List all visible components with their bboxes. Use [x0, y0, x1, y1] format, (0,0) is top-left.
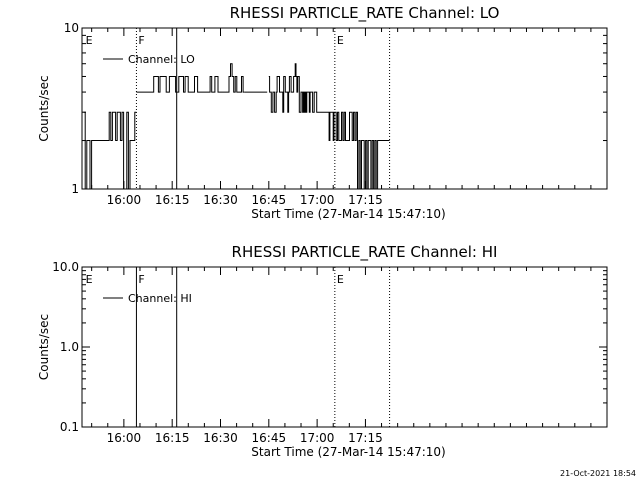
chart-title: RHESSI PARTICLE_RATE Channel: LO	[230, 4, 500, 23]
plot-frame	[81, 27, 608, 190]
event-marker-label: E	[86, 34, 93, 47]
y-axis-label: Counts/sec	[37, 314, 51, 380]
y-tick-label: 10	[64, 21, 79, 35]
x-tick-label: 17:15	[348, 193, 383, 207]
chart-title: RHESSI PARTICLE_RATE Channel: HI	[232, 243, 498, 262]
x-tick-label: 16:45	[252, 431, 287, 445]
plot-frame	[81, 266, 608, 428]
y-axis-label: Counts/sec	[37, 75, 51, 141]
x-tick-label: 16:15	[155, 431, 190, 445]
x-tick-label: 16:00	[107, 431, 142, 445]
legend-label: Channel: LO	[128, 53, 195, 66]
x-tick-label: 17:00	[300, 431, 335, 445]
series-line	[83, 111, 137, 190]
x-axis-label: Start Time (27-Mar-14 15:47:10)	[251, 207, 445, 221]
event-marker-label: E	[337, 273, 344, 286]
legend-label: Channel: HI	[128, 292, 192, 305]
x-tick-label: 17:15	[348, 431, 383, 445]
x-tick-label: 16:30	[203, 431, 238, 445]
x-tick-label: 17:00	[300, 193, 335, 207]
series-line	[334, 111, 390, 190]
series-line	[268, 63, 335, 141]
x-axis-label: Start Time (27-Mar-14 15:47:10)	[251, 445, 445, 459]
event-marker-label: F	[138, 34, 144, 47]
event-marker-label: E	[337, 34, 344, 47]
series-line	[136, 63, 245, 93]
x-tick-label: 16:45	[252, 193, 287, 207]
event-marker-label: E	[86, 273, 93, 286]
x-tick-label: 16:30	[203, 193, 238, 207]
y-tick-label: 1	[71, 182, 79, 196]
y-tick-label: 10.0	[52, 260, 79, 274]
event-marker-label: F	[138, 273, 144, 286]
y-tick-label: 1.0	[60, 340, 79, 354]
footer-timestamp: 21-Oct-2021 18:54	[560, 469, 636, 478]
x-tick-label: 16:15	[155, 193, 190, 207]
y-tick-label: 0.1	[60, 420, 79, 434]
x-tick-label: 16:00	[107, 193, 142, 207]
